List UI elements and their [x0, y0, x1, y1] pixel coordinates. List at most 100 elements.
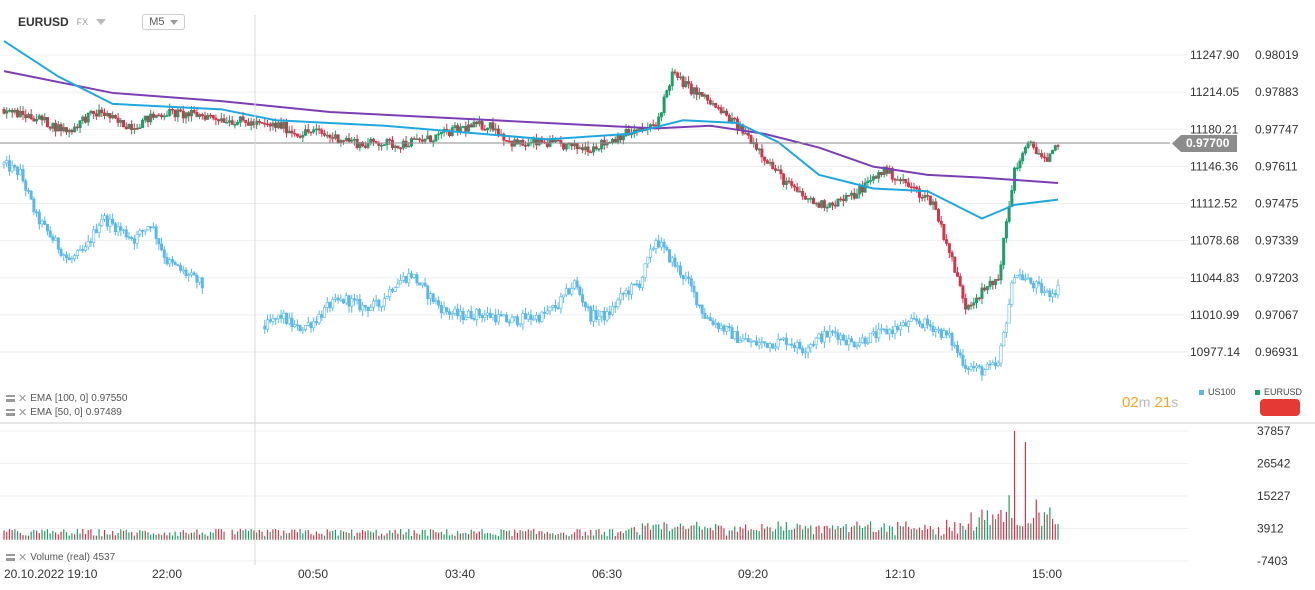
- us100-candle: [602, 310, 606, 321]
- eurusd-candle: [874, 176, 878, 179]
- us100-candle: [445, 307, 449, 312]
- eurusd-candle: [119, 119, 123, 123]
- close-icon[interactable]: ✕: [18, 552, 28, 564]
- eurusd-candle: [206, 114, 210, 120]
- eurusd-candle: [662, 96, 666, 114]
- us100-candle: [1048, 290, 1052, 298]
- eurusd-candle: [426, 135, 430, 140]
- us100-candle: [97, 225, 101, 234]
- eurusd-candle: [871, 176, 875, 181]
- us100-swatch: [1199, 389, 1204, 395]
- us100-candle: [871, 331, 875, 334]
- us100-candle: [923, 318, 927, 328]
- eurusd-tick-label: 0.98019: [1255, 48, 1299, 62]
- us100-candle: [195, 274, 199, 283]
- eurusd-candle: [480, 120, 484, 130]
- us100-candle: [901, 322, 905, 326]
- sell-button[interactable]: [1260, 399, 1300, 416]
- us100-candle: [820, 333, 824, 343]
- us100-candle: [336, 297, 340, 301]
- us100-candle: [676, 265, 680, 268]
- us100-candle: [784, 337, 788, 345]
- us100-candle: [681, 274, 685, 280]
- close-icon[interactable]: ✕: [18, 393, 28, 405]
- eurusd-candle: [912, 186, 916, 189]
- us100-candle: [192, 272, 196, 276]
- eurusd-candle: [92, 110, 96, 115]
- volume-tick-label: 26542: [1257, 457, 1291, 471]
- eurusd-candle: [200, 114, 204, 117]
- eurusd-candle: [40, 115, 44, 121]
- us100-candle: [551, 305, 555, 308]
- us100-candle: [860, 337, 864, 343]
- eurusd-candle: [67, 129, 71, 133]
- us100-tick-label: 11078.68: [1190, 234, 1239, 248]
- us100-candle: [955, 344, 959, 353]
- us100-candle: [409, 273, 413, 278]
- eurusd-candle: [1002, 237, 1006, 266]
- us100-candle: [1013, 277, 1017, 284]
- us100-candle: [70, 258, 74, 261]
- eurusd-candle: [263, 123, 267, 125]
- us100-candle: [380, 305, 384, 308]
- eurusd-candle: [48, 126, 52, 129]
- eurusd-candle: [18, 110, 22, 118]
- eurusd-candle: [1032, 141, 1036, 148]
- eurusd-candle: [866, 180, 870, 184]
- us100-candle: [716, 322, 720, 329]
- us100-candle: [757, 342, 761, 346]
- eurusd-candle: [203, 115, 207, 120]
- us100-candle: [344, 295, 348, 304]
- eurusd-candle: [659, 112, 663, 118]
- us100-candle: [92, 229, 96, 243]
- eurusd-candle: [1040, 153, 1044, 158]
- eurusd-candle: [83, 116, 87, 123]
- us100-candle: [290, 317, 294, 327]
- us100-legend[interactable]: US100: [1199, 387, 1236, 397]
- us100-candle: [668, 249, 672, 263]
- eurusd-candle: [486, 127, 490, 131]
- us100-candle: [146, 226, 150, 231]
- eurusd-candle: [407, 145, 411, 148]
- eurusd-candle: [825, 206, 829, 209]
- menu-icon[interactable]: [6, 409, 15, 416]
- us100-candle: [75, 250, 79, 256]
- close-icon[interactable]: ✕: [18, 407, 28, 419]
- us100-candle: [1034, 281, 1038, 289]
- us100-candle: [1056, 284, 1060, 296]
- eurusd-candle: [127, 124, 131, 130]
- us100-candle: [942, 330, 946, 338]
- menu-icon[interactable]: [6, 554, 15, 561]
- eurusd-candle: [361, 142, 365, 147]
- us100-candle: [170, 259, 174, 263]
- symbol-dropdown-icon[interactable]: [96, 19, 107, 25]
- timeframe-value: M5: [149, 16, 165, 28]
- eurusd-candle: [151, 113, 155, 118]
- eurusd-candle: [564, 143, 568, 150]
- eurusd-candle: [157, 114, 161, 117]
- us100-candle: [189, 272, 193, 276]
- eurusd-candle: [502, 133, 506, 141]
- menu-icon[interactable]: [6, 395, 15, 402]
- us100-candle: [51, 236, 55, 241]
- us100-candle: [697, 304, 701, 307]
- symbol-name[interactable]: EURUSD: [18, 15, 69, 29]
- us100-candle: [526, 314, 530, 320]
- eurusd-candle: [1010, 190, 1014, 207]
- us100-candle: [513, 316, 517, 319]
- us100-candle: [135, 233, 139, 244]
- us100-candle: [564, 288, 568, 296]
- eurusd-candle: [719, 107, 723, 114]
- us100-candle: [616, 299, 620, 307]
- eurusd-candle: [453, 125, 457, 128]
- eurusd-legend[interactable]: EURUSD: [1255, 387, 1302, 397]
- us100-candle: [314, 321, 318, 324]
- timeframe-select[interactable]: M5: [142, 14, 186, 30]
- us100-candle: [763, 341, 767, 344]
- us100-candle: [352, 298, 356, 301]
- us100-candle: [385, 296, 389, 299]
- eurusd-candle: [515, 139, 519, 145]
- us100-candle: [725, 326, 729, 332]
- eurusd-candle: [380, 145, 384, 147]
